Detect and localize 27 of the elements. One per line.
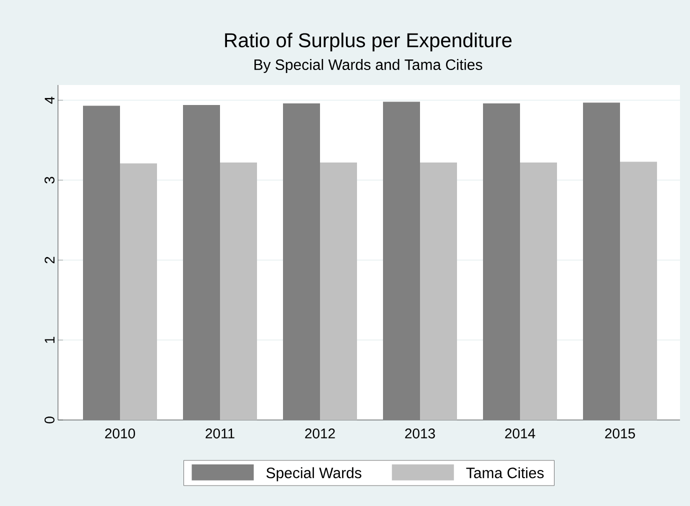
bar	[83, 106, 120, 420]
bar	[220, 162, 258, 420]
x-tick-label: 2013	[405, 428, 435, 438]
x-tick-label: 2011	[206, 428, 234, 438]
bar	[620, 162, 658, 420]
bar	[383, 102, 420, 420]
y-tick-label: 1	[44, 336, 54, 343]
chart-subtitle: By Special Wards and Tama Cities	[254, 59, 482, 73]
bar	[483, 103, 520, 420]
legend-label: Tama Cities	[466, 467, 544, 478]
bar	[183, 104, 220, 420]
x-tick-label: 2012	[305, 428, 335, 438]
bar	[120, 163, 157, 420]
y-tick-label: 3	[44, 176, 54, 184]
bar	[320, 162, 358, 420]
x-tick-label: 2015	[605, 428, 635, 438]
bar	[420, 162, 458, 420]
bar	[583, 102, 620, 420]
chart-title: Ratio of Surplus per Expenditure	[225, 32, 512, 52]
x-tick-label: 2010	[105, 428, 136, 438]
legend-label: Special Wards	[266, 467, 362, 482]
y-tick-label: 0	[44, 416, 54, 424]
bar	[520, 162, 558, 420]
bar	[283, 103, 320, 420]
y-tick-label: 4	[44, 96, 54, 104]
x-tick-label: 2014	[505, 428, 536, 438]
y-tick-label: 2	[44, 256, 54, 264]
